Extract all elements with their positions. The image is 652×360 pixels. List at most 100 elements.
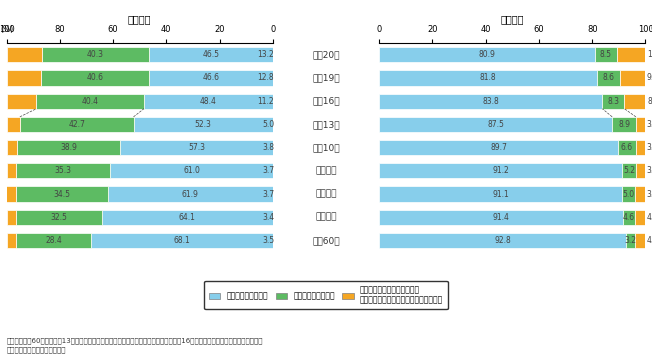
Text: (%): (%) bbox=[0, 25, 13, 34]
Bar bbox=[602, 94, 625, 109]
Bar bbox=[149, 71, 273, 86]
Bar bbox=[379, 71, 597, 86]
Text: 61.0: 61.0 bbox=[183, 166, 200, 175]
Bar bbox=[597, 71, 620, 86]
Text: (%): (%) bbox=[651, 24, 652, 33]
Text: 34.5: 34.5 bbox=[53, 189, 70, 198]
Bar bbox=[379, 233, 627, 248]
Bar bbox=[636, 117, 645, 132]
Text: 52.3: 52.3 bbox=[195, 120, 211, 129]
Bar bbox=[7, 163, 16, 178]
Text: 8.9: 8.9 bbox=[618, 120, 630, 129]
Text: 64.1: 64.1 bbox=[179, 213, 196, 222]
Text: 57.3: 57.3 bbox=[188, 143, 205, 152]
Bar bbox=[134, 117, 273, 132]
Text: 4.6: 4.6 bbox=[623, 213, 635, 222]
Text: 83.8: 83.8 bbox=[482, 97, 499, 106]
Text: 3.5: 3.5 bbox=[262, 236, 274, 245]
Text: 48.4: 48.4 bbox=[200, 97, 216, 106]
Bar bbox=[635, 186, 645, 202]
Text: 91.2: 91.2 bbox=[492, 166, 509, 175]
Text: 平成４年: 平成４年 bbox=[316, 189, 336, 198]
Bar bbox=[7, 117, 20, 132]
Text: 3.7: 3.7 bbox=[262, 166, 274, 175]
Bar bbox=[379, 210, 623, 225]
Text: 32.5: 32.5 bbox=[50, 213, 67, 222]
Bar bbox=[635, 210, 645, 225]
Bar bbox=[40, 71, 149, 86]
Bar bbox=[379, 140, 618, 155]
Text: 平成13年: 平成13年 bbox=[312, 120, 340, 129]
Bar bbox=[617, 47, 645, 62]
Bar bbox=[20, 117, 134, 132]
Text: 87.5: 87.5 bbox=[487, 120, 504, 129]
Text: 4.0: 4.0 bbox=[647, 213, 652, 222]
Bar bbox=[635, 233, 645, 248]
Bar bbox=[7, 210, 16, 225]
Text: 4.0: 4.0 bbox=[647, 236, 652, 245]
Bar bbox=[379, 47, 595, 62]
Bar bbox=[7, 233, 16, 248]
Text: 5.0: 5.0 bbox=[262, 120, 274, 129]
Text: 3.6: 3.6 bbox=[647, 120, 652, 129]
Bar bbox=[7, 71, 40, 86]
Text: 8.0: 8.0 bbox=[647, 97, 652, 106]
Text: 5.0: 5.0 bbox=[623, 189, 634, 198]
Text: 46.5: 46.5 bbox=[202, 50, 219, 59]
Bar bbox=[622, 163, 636, 178]
Text: 10.6: 10.6 bbox=[647, 50, 652, 59]
Text: 3.6: 3.6 bbox=[647, 166, 652, 175]
Text: 8.3: 8.3 bbox=[608, 97, 619, 106]
Bar bbox=[379, 94, 602, 109]
X-axis label: （男性）: （男性） bbox=[501, 14, 524, 24]
Text: 42.7: 42.7 bbox=[68, 120, 85, 129]
Bar bbox=[108, 186, 273, 202]
Bar bbox=[618, 140, 636, 155]
Bar bbox=[16, 233, 91, 248]
Bar bbox=[144, 94, 273, 109]
Bar bbox=[7, 186, 16, 202]
Bar bbox=[7, 94, 37, 109]
Bar bbox=[620, 71, 645, 86]
Text: 平成19年: 平成19年 bbox=[312, 73, 340, 82]
Text: 8.5: 8.5 bbox=[600, 50, 612, 59]
Text: 89.7: 89.7 bbox=[490, 143, 507, 152]
Bar bbox=[623, 210, 635, 225]
Bar bbox=[102, 210, 273, 225]
Text: 3.4: 3.4 bbox=[262, 213, 274, 222]
Bar bbox=[16, 186, 108, 202]
Text: 5.2: 5.2 bbox=[623, 166, 635, 175]
Bar bbox=[379, 117, 612, 132]
Text: 81.8: 81.8 bbox=[480, 73, 496, 82]
Bar bbox=[622, 186, 635, 202]
Bar bbox=[42, 47, 149, 62]
Text: 40.3: 40.3 bbox=[87, 50, 104, 59]
Bar bbox=[110, 163, 273, 178]
Text: 91.4: 91.4 bbox=[492, 213, 509, 222]
Bar bbox=[379, 186, 622, 202]
Bar bbox=[636, 163, 645, 178]
Text: 61.9: 61.9 bbox=[182, 189, 199, 198]
Text: 3.2: 3.2 bbox=[625, 236, 636, 245]
Text: 平成７年: 平成７年 bbox=[316, 166, 336, 175]
Text: 12.8: 12.8 bbox=[258, 73, 274, 82]
Bar bbox=[91, 233, 273, 248]
Bar bbox=[612, 117, 636, 132]
Text: 13.2: 13.2 bbox=[258, 50, 274, 59]
Text: 3.8: 3.8 bbox=[262, 143, 274, 152]
Bar bbox=[636, 140, 645, 155]
Text: 68.1: 68.1 bbox=[173, 236, 190, 245]
Text: （備考）昭和60年から平成13年は，総務省「労働力調査特別調査」（各年２月）より，16年以降は「労働力調査（詳細集計）」
　　　　（年平均）より作成。: （備考）昭和60年から平成13年は，総務省「労働力調査特別調査」（各年２月）より… bbox=[7, 337, 263, 353]
Text: 平成10年: 平成10年 bbox=[312, 143, 340, 152]
Text: 8.6: 8.6 bbox=[602, 73, 614, 82]
Text: 3.7: 3.7 bbox=[647, 143, 652, 152]
Bar bbox=[627, 233, 635, 248]
Text: 40.6: 40.6 bbox=[86, 73, 103, 82]
Text: 昭和60年: 昭和60年 bbox=[312, 236, 340, 245]
X-axis label: （女性）: （女性） bbox=[128, 14, 151, 24]
Bar bbox=[7, 47, 42, 62]
Text: 46.6: 46.6 bbox=[202, 73, 219, 82]
Legend: 正規の職員・従業員, パート・アルバイト, その他（労働者派遣事業所の
　派遣社員，契約社員・嘱託，その他）: 正規の職員・従業員, パート・アルバイト, その他（労働者派遣事業所の 派遣社員… bbox=[204, 281, 448, 309]
Text: 平成20年: 平成20年 bbox=[312, 50, 340, 59]
Text: 平成元年: 平成元年 bbox=[316, 213, 336, 222]
